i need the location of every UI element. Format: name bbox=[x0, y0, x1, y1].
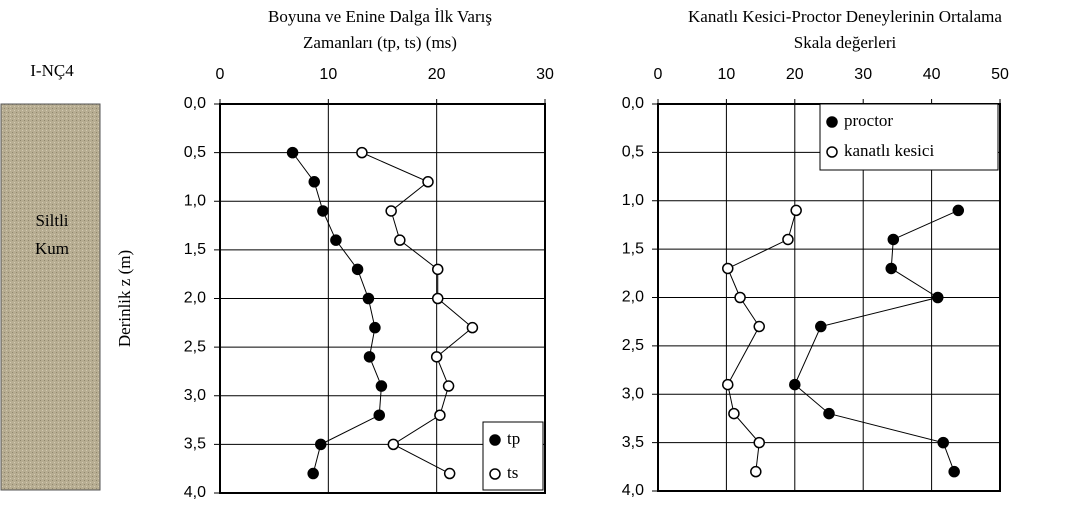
data-point bbox=[316, 439, 326, 449]
y-tick-label: 3,5 bbox=[184, 436, 206, 453]
data-point bbox=[735, 293, 745, 303]
data-point bbox=[435, 410, 445, 420]
soil-name: Siltli bbox=[35, 211, 68, 230]
figure: I-NÇ4 Siltli Kum Boyuna ve Enine Dalga İ… bbox=[0, 0, 1073, 507]
data-point bbox=[783, 234, 793, 244]
data-point bbox=[886, 263, 896, 273]
data-point bbox=[357, 148, 367, 158]
y-tick-label: 3,0 bbox=[622, 385, 644, 402]
data-point bbox=[386, 206, 396, 216]
chart-title: Kanatlı Kesici-Proctor Deneylerinin Orta… bbox=[688, 7, 1002, 26]
data-point bbox=[433, 294, 443, 304]
data-point bbox=[370, 323, 380, 333]
y-tick-label: 1,0 bbox=[184, 192, 206, 209]
data-point bbox=[353, 264, 363, 274]
legend-marker bbox=[490, 469, 500, 479]
data-point bbox=[824, 409, 834, 419]
data-point bbox=[363, 294, 373, 304]
data-point bbox=[432, 352, 442, 362]
data-point bbox=[933, 293, 943, 303]
data-point bbox=[309, 177, 319, 187]
legend-label: tp bbox=[507, 429, 520, 448]
y-tick-label: 4,0 bbox=[622, 482, 644, 499]
data-point bbox=[953, 205, 963, 215]
legend-marker bbox=[490, 435, 500, 445]
y-tick-label: 3,0 bbox=[184, 387, 206, 404]
data-point bbox=[751, 467, 761, 477]
legend-label: proctor bbox=[844, 111, 893, 130]
y-tick-label: 4,0 bbox=[184, 484, 206, 501]
data-point bbox=[791, 205, 801, 215]
data-point bbox=[376, 381, 386, 391]
x-tick-label: 30 bbox=[854, 66, 872, 83]
y-tick-label: 1,0 bbox=[622, 192, 644, 209]
x-tick-label: 0 bbox=[654, 66, 663, 83]
data-point bbox=[754, 438, 764, 448]
y-tick-label: 0,5 bbox=[622, 144, 644, 161]
y-tick-label: 0,0 bbox=[622, 95, 644, 112]
y-axis-label: Derinlik z (m) bbox=[115, 250, 134, 347]
x-tick-label: 10 bbox=[319, 66, 337, 83]
data-point bbox=[288, 148, 298, 158]
data-point bbox=[723, 263, 733, 273]
x-tick-label: 10 bbox=[718, 66, 736, 83]
data-point bbox=[467, 323, 477, 333]
x-tick-label: 50 bbox=[991, 66, 1009, 83]
legend-label: kanatlı kesici bbox=[844, 141, 934, 160]
legend-label: ts bbox=[507, 463, 518, 482]
soil-name: Kum bbox=[35, 239, 69, 258]
x-tick-label: 20 bbox=[786, 66, 804, 83]
x-tick-label: 0 bbox=[216, 66, 225, 83]
data-point bbox=[816, 322, 826, 332]
y-tick-label: 1,5 bbox=[184, 241, 206, 258]
data-point bbox=[308, 469, 318, 479]
borehole-label: I-NÇ4 bbox=[30, 61, 74, 80]
data-point bbox=[729, 409, 739, 419]
data-point bbox=[949, 467, 959, 477]
legend-marker bbox=[827, 117, 837, 127]
chart-title: Skala değerleri bbox=[794, 33, 897, 52]
y-tick-label: 0,5 bbox=[184, 144, 206, 161]
data-point bbox=[754, 322, 764, 332]
data-point bbox=[723, 380, 733, 390]
data-point bbox=[365, 352, 375, 362]
chart-title: Zamanları (tp, ts) (ms) bbox=[303, 33, 457, 52]
y-tick-label: 2,5 bbox=[184, 338, 206, 355]
y-tick-label: 0,0 bbox=[184, 95, 206, 112]
data-point bbox=[388, 439, 398, 449]
data-point bbox=[938, 438, 948, 448]
x-tick-label: 20 bbox=[428, 66, 446, 83]
data-point bbox=[433, 264, 443, 274]
data-point bbox=[423, 177, 433, 187]
x-tick-label: 30 bbox=[536, 66, 554, 83]
y-tick-label: 1,5 bbox=[622, 240, 644, 257]
data-point bbox=[374, 410, 384, 420]
y-tick-label: 2,0 bbox=[184, 290, 206, 307]
legend-marker bbox=[827, 147, 837, 157]
data-point bbox=[395, 235, 405, 245]
chart-title: Boyuna ve Enine Dalga İlk Varış bbox=[268, 7, 492, 26]
data-point bbox=[318, 206, 328, 216]
soil-layer bbox=[1, 104, 100, 490]
data-point bbox=[790, 380, 800, 390]
x-tick-label: 40 bbox=[923, 66, 941, 83]
data-point bbox=[445, 469, 455, 479]
data-point bbox=[331, 235, 341, 245]
y-tick-label: 2,0 bbox=[622, 289, 644, 306]
data-point bbox=[888, 234, 898, 244]
data-point bbox=[444, 381, 454, 391]
y-tick-label: 3,5 bbox=[622, 434, 644, 451]
y-tick-label: 2,5 bbox=[622, 337, 644, 354]
